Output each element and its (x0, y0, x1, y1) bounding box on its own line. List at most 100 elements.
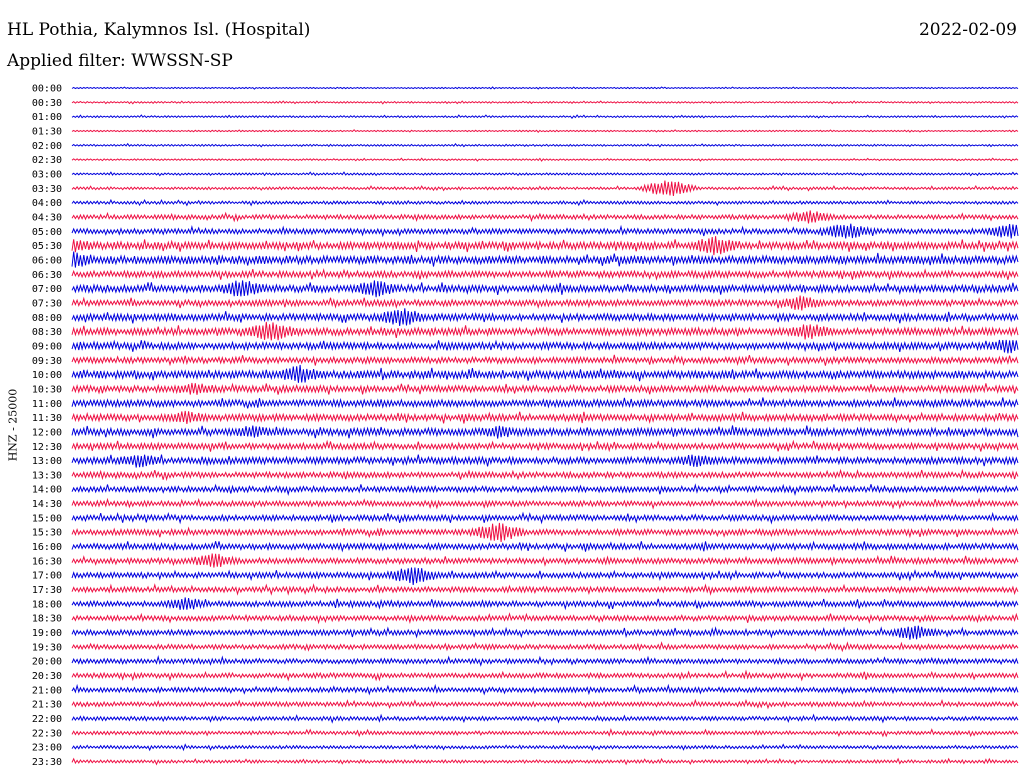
row-time-label: 22:00 (32, 714, 62, 725)
trace-line (71, 454, 1019, 468)
trace-line (71, 583, 1019, 596)
trace-line (71, 210, 1019, 224)
trace-line (71, 540, 1019, 553)
row-time-label: 07:30 (32, 298, 62, 309)
trace-line (71, 308, 1019, 327)
trace-line (71, 397, 1019, 409)
row-time-label: 12:30 (32, 442, 62, 453)
row-time-label: 00:00 (32, 84, 62, 95)
row-time-label: 19:00 (32, 628, 62, 639)
row-time-label: 03:30 (32, 184, 62, 195)
row-time-label: 23:00 (32, 743, 62, 754)
row-time-label: 01:30 (32, 126, 62, 137)
trace-line (71, 497, 1019, 510)
row-time-label: 05:00 (32, 227, 62, 238)
trace-line (71, 251, 1019, 268)
row-time-label: 10:30 (32, 384, 62, 395)
row-time-label: 17:30 (32, 585, 62, 596)
trace-line (71, 468, 1019, 482)
row-time-label: 11:30 (32, 413, 62, 424)
row-time-label: 14:00 (32, 485, 62, 496)
trace-line (71, 339, 1019, 354)
row-time-label: 21:30 (32, 700, 62, 711)
trace-line (71, 597, 1019, 611)
trace-line (71, 727, 1019, 738)
trace-line (71, 354, 1019, 367)
row-time-label: 13:30 (32, 470, 62, 481)
row-time-label: 16:00 (32, 542, 62, 553)
trace-line (71, 223, 1019, 239)
trace-line (71, 483, 1019, 497)
trace-line (71, 553, 1019, 568)
trace-line (71, 321, 1019, 341)
row-time-label: 18:00 (32, 599, 62, 610)
trace-line (71, 655, 1019, 667)
trace-line (71, 280, 1019, 298)
trace-line (71, 522, 1019, 542)
filter-label: Applied filter: WWSSN-SP (7, 51, 233, 71)
row-time-label: 20:00 (32, 657, 62, 668)
row-time-label: 22:30 (32, 728, 62, 739)
row-time-label: 04:30 (32, 212, 62, 223)
trace-line (71, 382, 1019, 395)
trace-line (71, 364, 1019, 383)
record-date: 2022-02-09 (918, 20, 1017, 40)
trace-line (71, 743, 1019, 752)
row-time-label: 01:00 (32, 112, 62, 123)
row-time-label: 05:30 (32, 241, 62, 252)
trace-line (71, 198, 1019, 207)
trace-line (71, 171, 1019, 177)
trace-line (71, 236, 1019, 256)
row-time-label: 19:30 (32, 642, 62, 653)
row-time-label: 07:00 (32, 284, 62, 295)
trace-line (71, 425, 1019, 439)
row-time-label: 18:30 (32, 614, 62, 625)
trace-line (71, 625, 1019, 640)
trace-line (71, 683, 1019, 696)
row-time-label: 03:00 (32, 169, 62, 180)
row-time-label: 02:30 (32, 155, 62, 166)
trace-line (71, 669, 1019, 682)
trace-line (71, 142, 1019, 148)
row-time-label: 17:00 (32, 571, 62, 582)
trace-line (71, 757, 1019, 766)
trace-line (71, 713, 1019, 724)
row-time-label: 02:00 (32, 141, 62, 152)
row-time-label: 21:00 (32, 685, 62, 696)
row-time-label: 20:30 (32, 671, 62, 682)
trace-line (71, 180, 1019, 196)
row-time-label: 15:00 (32, 513, 62, 524)
trace-line (71, 129, 1019, 133)
trace-line (71, 698, 1019, 710)
row-time-label: 13:00 (32, 456, 62, 467)
row-time-label: 15:30 (32, 528, 62, 539)
row-time-label: 08:00 (32, 313, 62, 324)
row-time-label: 12:00 (32, 427, 62, 438)
trace-line (71, 157, 1019, 162)
trace-line (71, 567, 1019, 586)
row-time-label: 23:30 (32, 757, 62, 768)
row-time-label: 14:30 (32, 499, 62, 510)
trace-line (71, 295, 1019, 311)
trace-line (71, 100, 1019, 105)
row-time-label: 09:30 (32, 356, 62, 367)
trace-line (71, 86, 1019, 90)
row-time-label: 06:30 (32, 270, 62, 281)
row-time-label: 08:30 (32, 327, 62, 338)
trace-line (71, 641, 1019, 653)
trace-line (71, 439, 1019, 453)
row-time-label: 06:00 (32, 255, 62, 266)
trace-line (71, 511, 1019, 525)
row-time-label: 16:30 (32, 556, 62, 567)
row-time-label: 09:00 (32, 341, 62, 352)
row-time-label: 10:00 (32, 370, 62, 381)
trace-line (71, 114, 1019, 120)
row-time-label: 11:00 (32, 399, 62, 410)
row-time-label: 00:30 (32, 98, 62, 109)
trace-line (71, 268, 1019, 281)
trace-line (71, 410, 1019, 424)
row-time-label: 04:00 (32, 198, 62, 209)
station-title: HL Pothia, Kalymnos Isl. (Hospital) (7, 20, 311, 40)
trace-line (71, 612, 1019, 625)
